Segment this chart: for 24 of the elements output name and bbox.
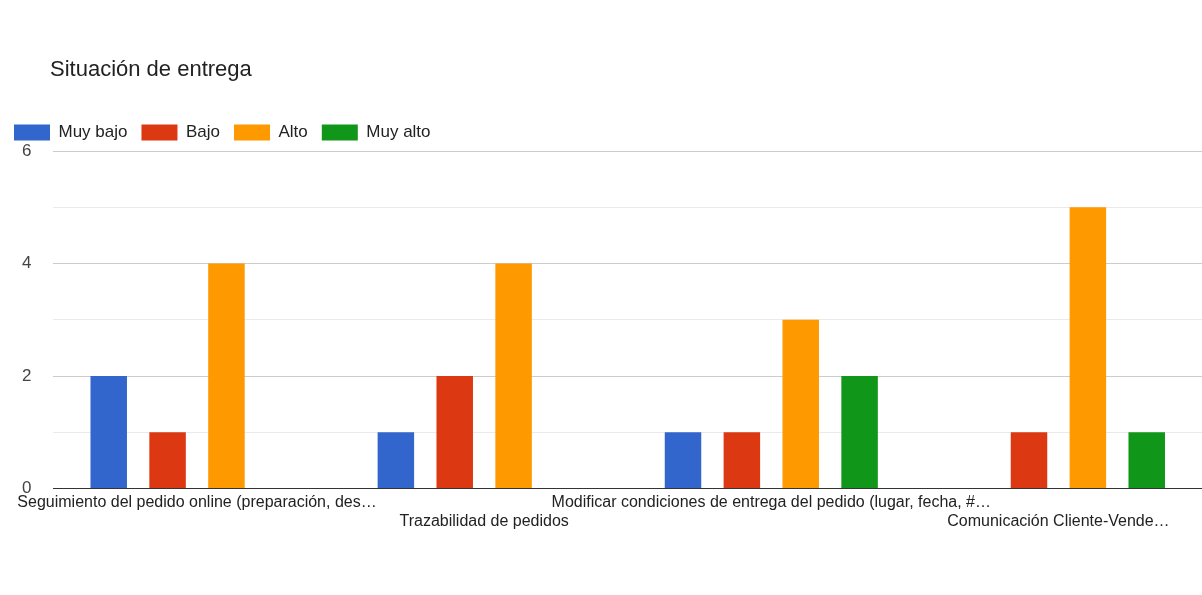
bar: [723, 432, 761, 489]
bar: [149, 432, 186, 489]
x-tick-label: Trazabilidad de pedidos: [399, 511, 569, 529]
x-tick-label: Modificar condiciones de entrega del pedido (lugar, fecha, #…: [551, 492, 991, 510]
y-tick-label: 4: [21, 253, 32, 273]
x-tick-label: Comunicación Cliente-Vende…: [947, 511, 1170, 529]
bar: [495, 263, 532, 489]
bar: [664, 432, 702, 489]
bar: [1069, 207, 1107, 489]
bar: [1128, 432, 1165, 489]
bar: [841, 376, 878, 489]
bar: [377, 432, 415, 489]
y-tick-label: 2: [21, 365, 32, 385]
bar: [1010, 432, 1048, 489]
bar: [436, 376, 473, 489]
legend-label: Bajo: [185, 122, 221, 142]
y-tick-label: 6: [21, 140, 32, 160]
legend-label: Muy bajo: [58, 122, 128, 142]
bar: [90, 376, 127, 489]
legend-label: Muy alto: [366, 122, 431, 142]
bar: [782, 319, 819, 489]
legend-label: Alto: [278, 122, 308, 142]
chart-title: Situación de entrega: [50, 56, 252, 82]
bar: [208, 263, 245, 489]
